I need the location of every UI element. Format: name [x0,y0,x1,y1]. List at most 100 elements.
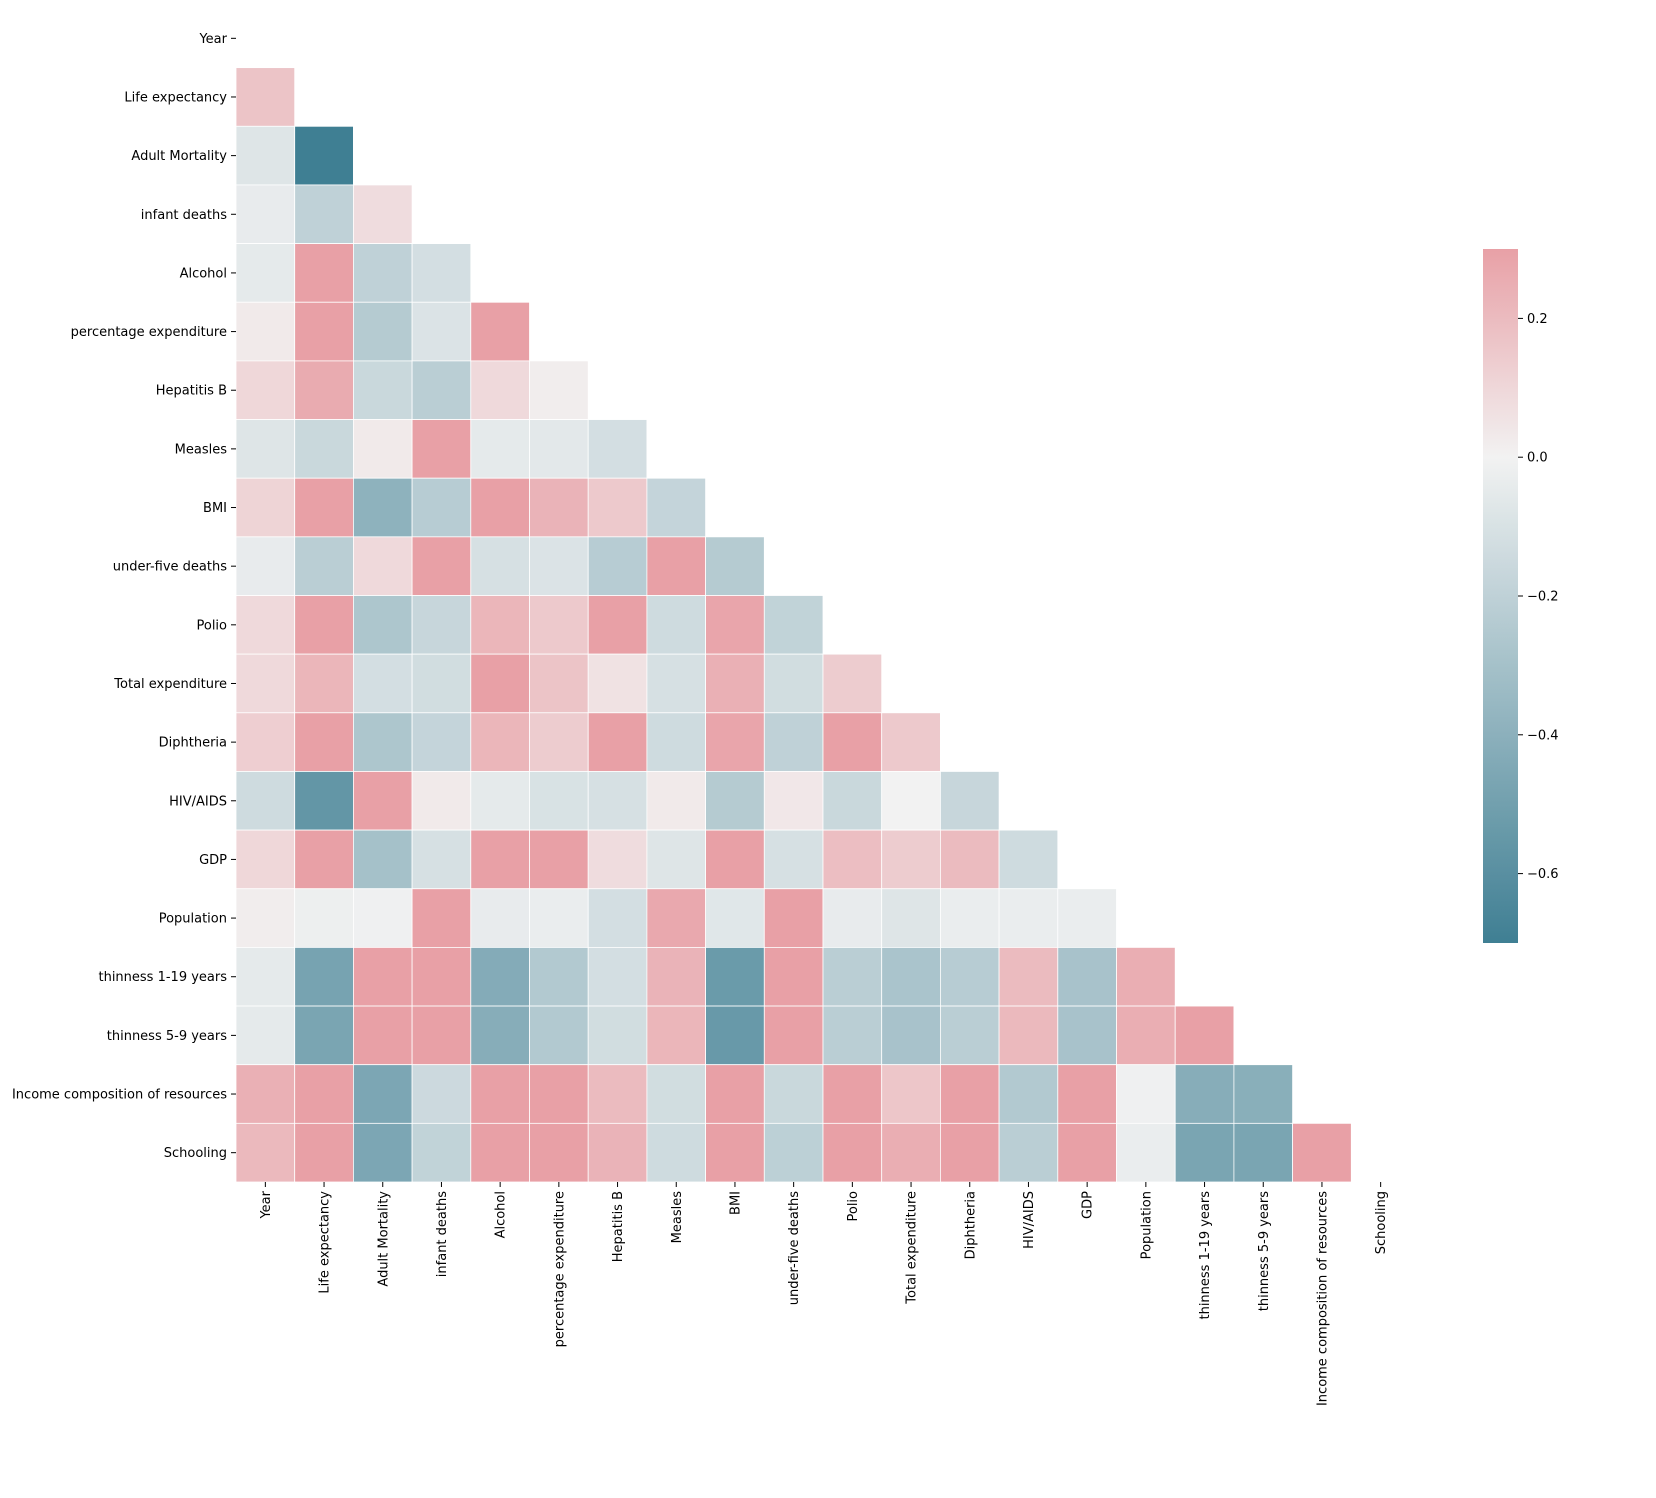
heatmap-cell [998,1064,1059,1124]
heatmap-cell [352,419,413,479]
heatmap-cell [705,595,765,655]
x-tick-label: thinness 1-19 years [1198,1191,1213,1320]
heatmap-cell [235,595,296,655]
heatmap-cell [1174,1064,1235,1124]
heatmap-cell [822,888,883,948]
heatmap-cell [294,477,354,538]
heatmap-cell [529,360,589,420]
x-tick-label: GDP [1081,1191,1096,1219]
heatmap-cell [411,243,472,303]
heatmap-cell [235,653,296,714]
heatmap-cell [294,595,354,655]
heatmap-cell [411,419,472,479]
heatmap-cell [705,771,765,831]
y-tick-label: HIV/AIDS [169,794,227,809]
heatmap-cell [235,301,296,362]
y-axis-tick-labels: Year Life expectancy Adult Mortality infan… [12,32,236,1161]
colorbar-gradient [1483,249,1518,943]
heatmap-cell [881,1064,941,1124]
x-tick-label: HIV/AIDS [1022,1191,1037,1249]
heatmap-cell [822,771,883,831]
heatmap-cell [235,712,296,772]
heatmap-cell [411,301,472,362]
heatmap-cell [411,829,472,890]
heatmap-cell [235,184,296,244]
heatmap-cell [235,125,296,186]
heatmap-cell [470,360,530,420]
heatmap-cell [646,536,707,596]
x-tick-label: Total expenditure [905,1191,920,1305]
heatmap-cell [529,771,589,831]
heatmap-cell [881,829,941,890]
heatmap-cell [763,1064,824,1124]
heatmap-cell [1116,1064,1176,1124]
heatmap-cell [881,1122,941,1183]
heatmap-cell [705,888,765,948]
heatmap-cell [529,477,589,538]
heatmap-cell [1057,888,1117,948]
heatmap-cell [352,712,413,772]
heatmap-cell [822,947,883,1007]
heatmap-cell [352,888,413,948]
x-tick-label: Income composition of resources [1315,1191,1330,1406]
x-tick-label: Polio [846,1191,861,1222]
colorbar-tick-label: −0.2 [1527,590,1559,605]
heatmap-cell [411,712,472,772]
heatmap-cell [705,1005,765,1066]
x-tick-label: under-five deaths [787,1191,802,1305]
heatmap-cell [881,1005,941,1066]
heatmap-cell [529,829,589,890]
heatmap-cell [352,360,413,420]
heatmap-cell [352,1122,413,1183]
y-tick-label: Diphtheria [159,736,227,751]
heatmap-cell [1233,1064,1294,1124]
heatmap-cell [940,771,1000,831]
heatmap-cell [352,536,413,596]
heatmap-cell [940,829,1000,890]
heatmap-cell [998,947,1059,1007]
x-tick-label: Hepatitis B [611,1191,626,1262]
heatmap-cell [529,536,589,596]
x-tick-label: Alcohol [494,1191,509,1238]
heatmap-cell [998,829,1059,890]
heatmap-cell [470,712,530,772]
heatmap-cell [352,184,413,244]
heatmap-cell [587,947,648,1007]
heatmap-cell [235,829,296,890]
heatmap-cell [352,947,413,1007]
y-tick-label: Income composition of resources [12,1088,227,1103]
heatmap-cell [822,829,883,890]
heatmap-cell [822,1064,883,1124]
heatmap-cell [235,1122,296,1183]
y-tick-label: Hepatitis B [156,384,227,399]
heatmap-cell [587,829,648,890]
colorbar: 0.2 0.0 −0.2 −0.4 −0.6 [1483,249,1559,943]
heatmap-cell [235,888,296,948]
heatmap-cell [352,301,413,362]
heatmap-cell [235,243,296,303]
heatmap-cell [529,595,589,655]
heatmap-cell [235,947,296,1007]
heatmap-cell [411,1122,472,1183]
heatmap-cell [940,1064,1000,1124]
heatmap-cell [294,947,354,1007]
heatmap-cell [763,1122,824,1183]
y-tick-label: Schooling [164,1146,227,1161]
y-tick-label: Year [198,32,227,47]
heatmap-cell [646,888,707,948]
heatmap-cell [411,1005,472,1066]
heatmap-cell [763,653,824,714]
y-tick-label: Total expenditure [113,677,227,692]
y-tick-label: Life expectancy [124,90,227,105]
heatmap-cell [763,1005,824,1066]
heatmap-cell [235,1064,296,1124]
heatmap-cell [411,771,472,831]
colorbar-tick-label: −0.6 [1527,867,1559,882]
heatmap-cell [822,653,883,714]
heatmap-cell [587,771,648,831]
heatmap-cell [294,1122,354,1183]
y-tick-label: GDP [199,853,227,868]
heatmap-cell [587,1122,648,1183]
heatmap-cell [646,1122,707,1183]
